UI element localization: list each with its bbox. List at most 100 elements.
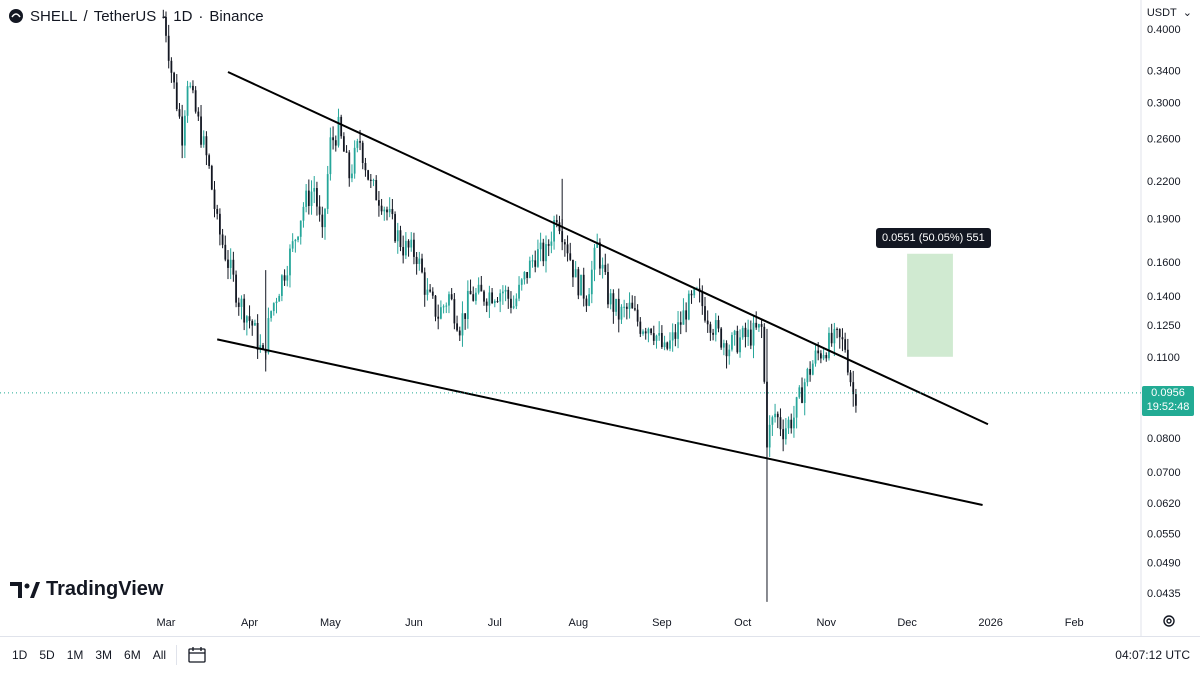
exchange-label: Binance: [209, 7, 264, 25]
candle-body: [833, 328, 836, 344]
candle-body: [173, 72, 175, 83]
chevron-down-icon: ⌄: [1182, 7, 1192, 19]
candle-body: [553, 220, 555, 242]
candle-body: [749, 329, 752, 346]
price-tick-label: 0.0620: [1147, 498, 1181, 510]
candle-body: [418, 258, 421, 264]
candle-body: [434, 295, 437, 317]
candle-body: [321, 214, 324, 228]
candle-body: [819, 353, 822, 359]
candle-body: [394, 214, 396, 242]
candle-body: [507, 289, 510, 299]
calendar-range-icon[interactable]: [187, 646, 207, 664]
candle-body: [515, 298, 518, 307]
candle-body: [588, 294, 591, 306]
price-tick-label: 0.3000: [1147, 97, 1181, 109]
tf-button[interactable]: 1D: [12, 648, 28, 662]
candle-body: [795, 397, 798, 418]
tradingview-logo: TradingView: [10, 578, 163, 601]
interval-label: 1D: [173, 7, 193, 25]
candle-body: [671, 332, 674, 341]
candle-body: [189, 85, 192, 87]
candle-body: [666, 342, 669, 349]
candle-body: [442, 306, 445, 308]
candle-body: [270, 311, 273, 319]
candle-body: [790, 419, 793, 429]
candle-body: [275, 301, 278, 304]
last-price-value: 0.0956: [1151, 387, 1185, 399]
candle-body: [437, 316, 440, 319]
candle-body: [361, 142, 364, 163]
price-tick-label: 0.2600: [1147, 134, 1181, 146]
price-tick-label: 0.0550: [1147, 528, 1181, 540]
candle-body: [272, 303, 275, 312]
upper-trendline[interactable]: [227, 71, 989, 426]
candle-body: [634, 308, 636, 310]
candle-body: [526, 271, 529, 278]
candle-body: [210, 165, 213, 190]
candle-body: [348, 152, 351, 179]
candle-body: [483, 291, 485, 302]
tf-button[interactable]: 6M: [124, 648, 141, 662]
candle-body: [542, 242, 545, 262]
candle-body: [628, 302, 631, 309]
time-tick-label: Apr: [241, 617, 258, 629]
candle-body: [248, 316, 251, 321]
time-tick-label: Aug: [569, 617, 589, 629]
lower-trendline[interactable]: [216, 338, 983, 506]
price-tick-label: 0.0490: [1147, 558, 1181, 570]
bar-countdown: 19:52:48: [1146, 401, 1190, 413]
candle-body: [407, 240, 410, 248]
candle-body: [768, 424, 771, 448]
currency-selector[interactable]: USDT ⌄: [1147, 6, 1192, 20]
candle-body: [202, 136, 205, 145]
candle-body: [237, 302, 240, 307]
candle-body: [488, 292, 491, 306]
candle-body: [431, 291, 434, 296]
candle-body: [771, 417, 774, 425]
tf-button[interactable]: 3M: [95, 648, 113, 662]
candle-body: [453, 299, 456, 324]
tf-button[interactable]: 1M: [66, 648, 84, 662]
candle-body: [278, 295, 281, 302]
utc-clock[interactable]: 04:07:12 UTC: [1115, 648, 1190, 662]
time-tick-label: Jun: [405, 617, 423, 629]
candle-body: [776, 413, 779, 418]
tf-button[interactable]: 5D: [39, 648, 55, 662]
candle-body: [351, 173, 353, 179]
price-tick-label: 0.0435: [1147, 588, 1181, 600]
candle-body: [221, 234, 224, 245]
symbol-header[interactable]: SHELL / TetherUS · 1D · Binance: [8, 6, 264, 26]
quote-name: TetherUS: [93, 7, 157, 25]
candle-body: [744, 327, 747, 338]
candle-body: [205, 136, 208, 156]
candle-body: [617, 298, 620, 320]
price-range-measure-box[interactable]: [907, 253, 953, 357]
candle-body: [846, 349, 849, 373]
candle-body: [849, 372, 852, 383]
trendlines-layer[interactable]: [216, 71, 989, 506]
candle-body: [733, 330, 736, 335]
candle-body: [302, 206, 305, 221]
candle-body: [324, 208, 326, 228]
candle-body: [316, 188, 318, 207]
candle-body: [784, 428, 787, 440]
candle-body: [450, 294, 453, 300]
candle-body: [475, 292, 477, 301]
time-axis[interactable]: Mar Apr May Jun Jul Aug Sep Oct Nov Dec 2026 Feb: [157, 617, 1084, 629]
candle-body: [814, 350, 817, 364]
gear-icon[interactable]: [1161, 613, 1177, 629]
candle-body: [178, 109, 181, 117]
price-axis[interactable]: 0.4000 0.3400 0.3000 0.2600 0.2200 0.1900 0.16…: [1147, 24, 1181, 600]
candle-body: [167, 35, 170, 61]
tradingview-logo-icon: [10, 581, 40, 598]
candle-body: [283, 275, 286, 281]
candle-body: [477, 284, 480, 293]
price-tick-label: 0.1250: [1147, 320, 1181, 332]
candle-body: [245, 316, 248, 323]
candle-body: [504, 289, 507, 292]
tf-button[interactable]: All: [152, 648, 167, 662]
candle-body: [175, 82, 178, 110]
candle-body: [510, 298, 512, 308]
